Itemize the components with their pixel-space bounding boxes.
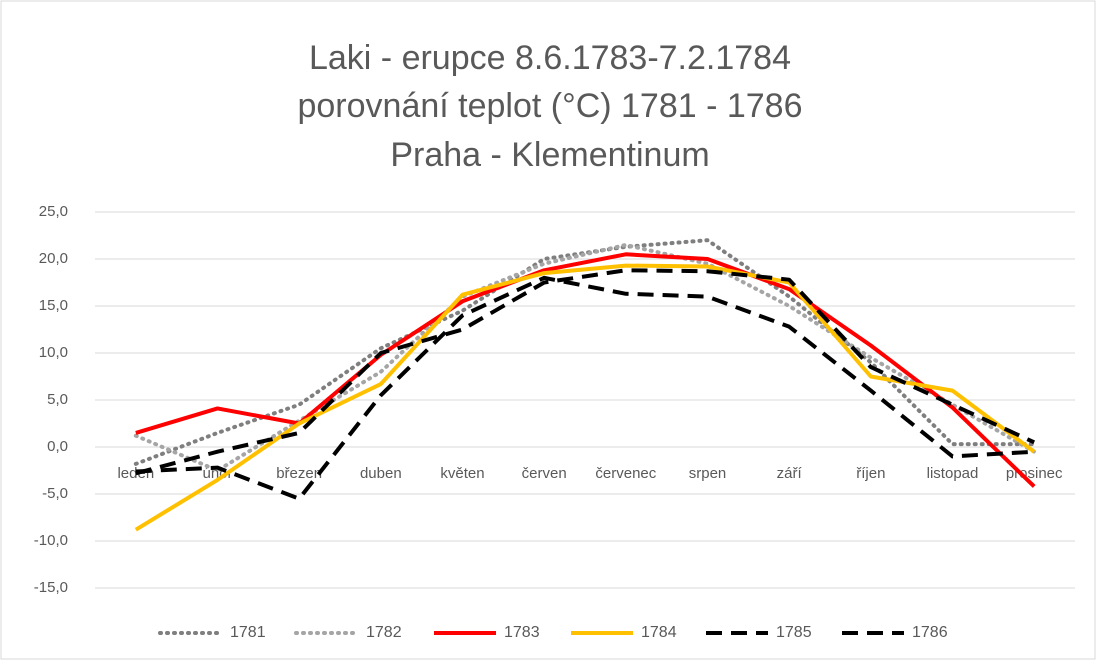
x-tick-label: listopad [927,465,979,482]
y-tick-label: -5,0 [42,485,68,502]
chart-title: Laki - erupce 8.6.1783-7.2.1784 [309,39,791,77]
legend-label: 1786 [912,624,948,641]
chart-title: porovnání teplot (°C) 1781 - 1786 [297,87,802,125]
y-tick-label: 20,0 [39,250,68,267]
series-line [134,263,1036,532]
y-tick-label: 10,0 [39,344,68,361]
x-tick-label: květen [440,465,484,482]
series-line [133,242,1037,473]
series-line [133,238,1037,466]
legend-label: 1784 [641,624,677,641]
x-tick-label: srpen [689,465,727,482]
y-tick-label: 25,0 [39,203,68,220]
y-tick-label: -10,0 [34,532,68,549]
x-tick-label: říjen [856,465,885,482]
x-tick-label: duben [360,465,402,482]
y-tick-label: 15,0 [39,297,68,314]
y-tick-label: 0,0 [47,438,68,455]
x-tick-label: prosinec [1006,465,1063,482]
x-tick-label: červenec [595,465,656,482]
x-tick-label: červen [522,465,567,482]
legend-label: 1783 [504,624,540,641]
series-line [135,275,1035,501]
series-line [135,252,1036,488]
chart-title: Praha - Klementinum [390,136,709,174]
series-line [135,268,1036,476]
legend-label: 1785 [776,624,812,641]
y-tick-label: -15,0 [34,579,68,596]
legend-label: 1782 [366,624,402,641]
legend-label: 1781 [230,624,266,641]
y-tick-label: 5,0 [47,391,68,408]
x-tick-label: leden [117,465,154,482]
x-tick-label: březen [276,465,322,482]
x-tick-label: září [777,465,803,482]
